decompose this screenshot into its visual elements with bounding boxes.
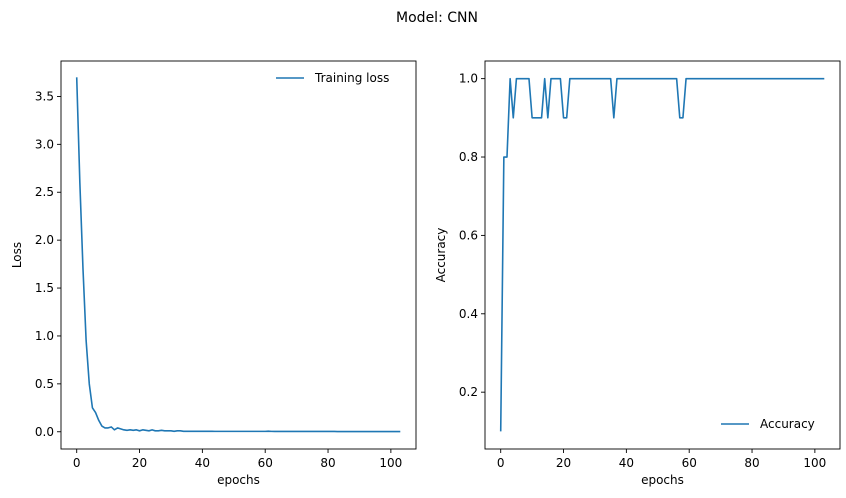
x-tick-label: 60: [258, 456, 273, 470]
y-tick-label: 0.6: [459, 228, 478, 242]
x-tick-label: 100: [379, 456, 402, 470]
accuracy-subplot: 0 20 40 60 80 100 0.2 0.4 0.6 0.8 1.0 epochs Accurac…: [434, 60, 841, 487]
y-tick-label: 0.4: [459, 307, 478, 321]
y-tick-label: 0.0: [35, 425, 54, 439]
y-tick-label: 3.5: [35, 89, 54, 103]
axes-frame: [484, 60, 841, 450]
y-tick-label: 2.0: [35, 233, 54, 247]
x-tick-label: 60: [682, 456, 697, 470]
y-axis-label: Accuracy: [434, 228, 448, 283]
figure-title: Model: CNN: [396, 10, 478, 26]
legend-label: Accuracy: [760, 417, 815, 431]
y-tick-label: 0.2: [459, 385, 478, 399]
series-line-1: [499, 77, 825, 432]
y-tick-label: 0.5: [35, 377, 54, 391]
legend-label: Training loss: [314, 71, 389, 85]
x-axis-label: epochs: [217, 473, 260, 487]
x-tick-label: 20: [556, 456, 571, 470]
y-tick-label: 1.0: [459, 72, 478, 86]
x-tick-label: 100: [803, 456, 826, 470]
x-tick-label: 20: [132, 456, 147, 470]
legend: Accuracy: [721, 417, 815, 431]
x-tick-label: 80: [744, 456, 759, 470]
legend: Training loss: [276, 71, 389, 85]
axes-frame: [60, 60, 417, 450]
y-tick-label: 0.8: [459, 150, 478, 164]
y-axis-label: Loss: [10, 242, 24, 268]
x-tick-label: 0: [497, 456, 505, 470]
loss-subplot: 0 20 40 60 80 100 0.0 0.5 1.0 1.5 2.0 2.5 3.0 3.5 epoc…: [10, 60, 417, 487]
x-axis-label: epochs: [641, 473, 684, 487]
x-tick-label: 40: [619, 456, 634, 470]
y-tick-label: 1.0: [35, 329, 54, 343]
x-tick-label: 40: [195, 456, 210, 470]
x-tick-label: 0: [73, 456, 81, 470]
y-tick-label: 1.5: [35, 281, 54, 295]
x-tick-label: 80: [320, 456, 335, 470]
series-line-0: [75, 77, 401, 433]
y-tick-label: 3.0: [35, 137, 54, 151]
y-tick-label: 2.5: [35, 185, 54, 199]
